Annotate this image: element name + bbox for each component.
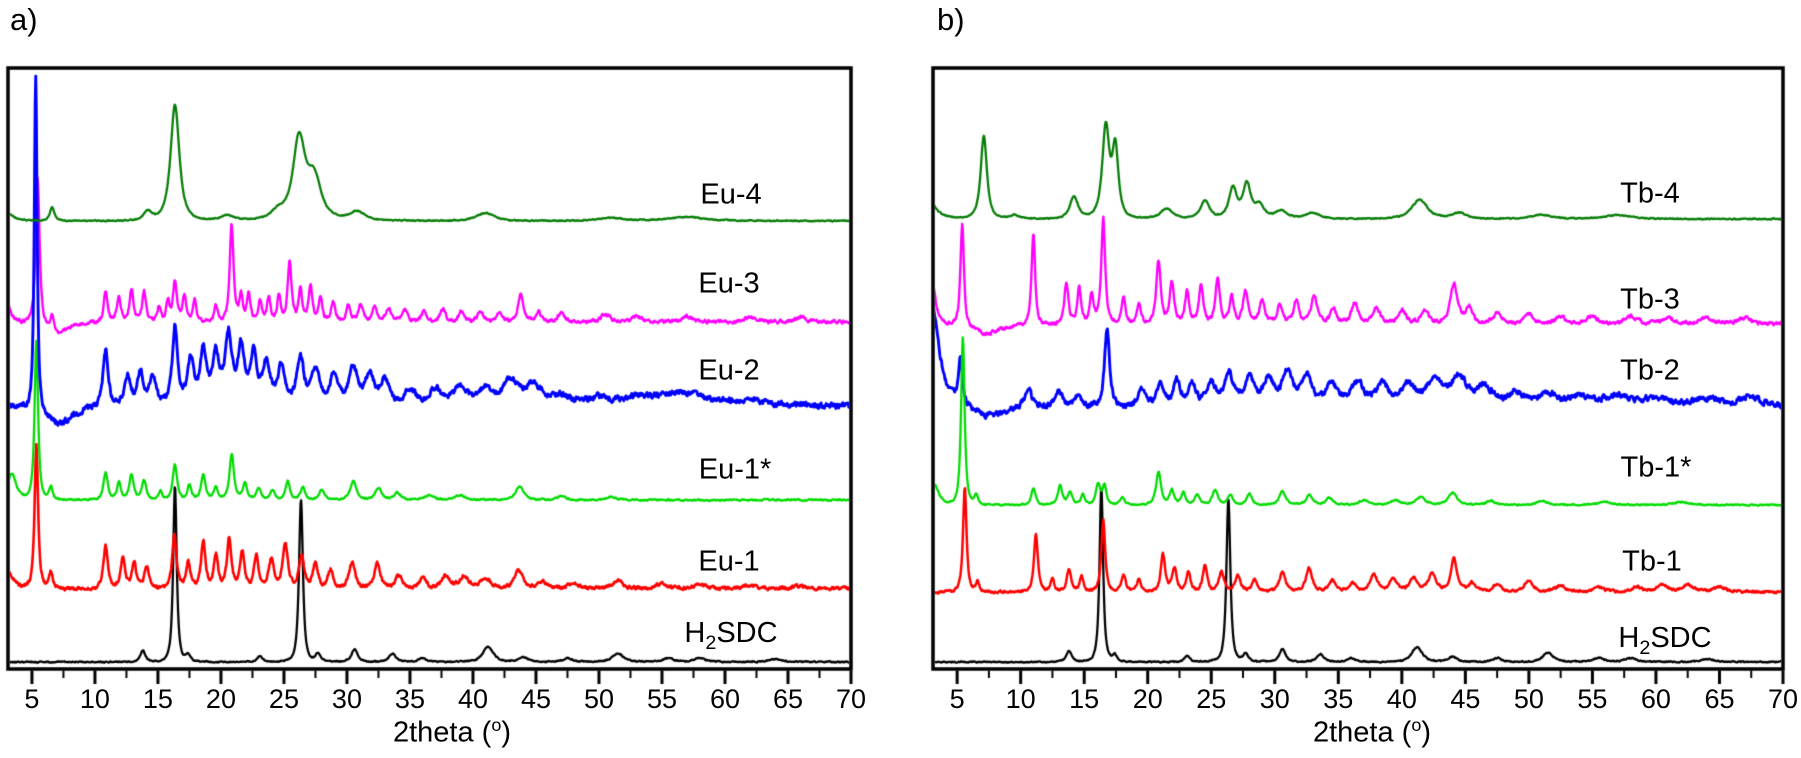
xrd-figure-canvas bbox=[0, 0, 1801, 758]
xrd-figure: { "figure": { "background": "#ffffff", "… bbox=[0, 0, 1801, 758]
